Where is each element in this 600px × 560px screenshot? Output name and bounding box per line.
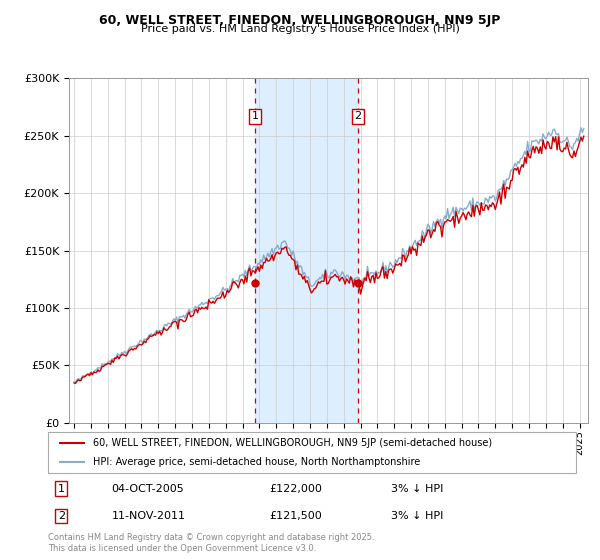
Text: 3% ↓ HPI: 3% ↓ HPI: [391, 511, 443, 521]
Text: 60, WELL STREET, FINEDON, WELLINGBOROUGH, NN9 5JP (semi-detached house): 60, WELL STREET, FINEDON, WELLINGBOROUGH…: [93, 438, 492, 449]
Text: 04-OCT-2005: 04-OCT-2005: [112, 484, 184, 493]
Text: HPI: Average price, semi-detached house, North Northamptonshire: HPI: Average price, semi-detached house,…: [93, 457, 420, 467]
Text: Price paid vs. HM Land Registry's House Price Index (HPI): Price paid vs. HM Land Registry's House …: [140, 24, 460, 34]
FancyBboxPatch shape: [48, 432, 576, 473]
Text: 60, WELL STREET, FINEDON, WELLINGBOROUGH, NN9 5JP: 60, WELL STREET, FINEDON, WELLINGBOROUGH…: [100, 14, 500, 27]
Text: Contains HM Land Registry data © Crown copyright and database right 2025.
This d: Contains HM Land Registry data © Crown c…: [48, 533, 374, 553]
Bar: [255, 78, 358, 423]
Text: 3% ↓ HPI: 3% ↓ HPI: [391, 484, 443, 493]
Text: 2: 2: [58, 511, 65, 521]
Text: £122,000: £122,000: [270, 484, 323, 493]
Text: 11-NOV-2011: 11-NOV-2011: [112, 511, 185, 521]
Text: 1: 1: [251, 111, 259, 122]
Text: 2: 2: [355, 111, 362, 122]
Text: 1: 1: [58, 484, 65, 493]
Text: £121,500: £121,500: [270, 511, 323, 521]
